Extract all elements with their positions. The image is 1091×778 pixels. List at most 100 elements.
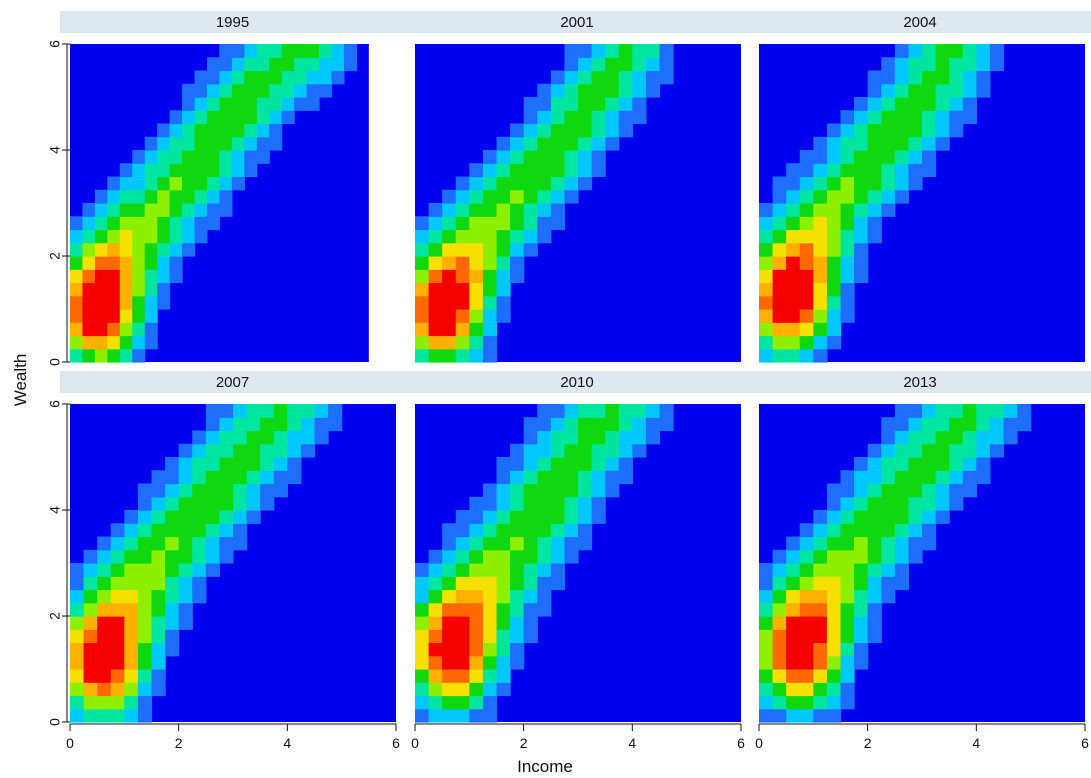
contour-cell bbox=[564, 549, 579, 564]
contour-cell bbox=[428, 242, 443, 257]
contour-cell bbox=[949, 457, 964, 471]
contour-cell bbox=[989, 417, 1005, 432]
contour-cell bbox=[306, 44, 320, 58]
contour-cell bbox=[949, 470, 964, 485]
contour-cell bbox=[132, 309, 146, 323]
contour-cell bbox=[244, 83, 258, 98]
contour-cell bbox=[578, 404, 593, 418]
contour-cell bbox=[881, 563, 896, 577]
contour-cell bbox=[537, 136, 552, 151]
contour-cell bbox=[922, 430, 937, 445]
contour-cell bbox=[319, 83, 333, 98]
contour-cell bbox=[482, 536, 498, 551]
contour-cell bbox=[962, 57, 977, 72]
contour-cell bbox=[219, 404, 234, 418]
contour-cell bbox=[510, 216, 525, 231]
contour-cell bbox=[759, 629, 774, 644]
contour-cell bbox=[124, 695, 139, 710]
contour-cell bbox=[826, 549, 842, 564]
contour-cell bbox=[799, 708, 814, 723]
x-tick-label: 6 bbox=[392, 735, 400, 751]
contour-cell bbox=[231, 176, 245, 191]
contour-cell bbox=[537, 576, 552, 591]
contour-cell bbox=[97, 563, 112, 577]
contour-cell bbox=[205, 563, 221, 577]
contour-cell bbox=[205, 549, 221, 564]
contour-cell bbox=[194, 163, 208, 178]
contour-cell bbox=[107, 322, 121, 337]
contour-cell bbox=[244, 150, 258, 164]
contour-cell bbox=[786, 309, 801, 323]
contour-cell bbox=[97, 655, 112, 670]
contour-cell bbox=[799, 629, 814, 644]
contour-cell bbox=[246, 417, 261, 432]
contour-cell bbox=[578, 70, 593, 85]
contour-cell bbox=[482, 242, 498, 257]
contour-cell bbox=[867, 563, 882, 577]
contour-cell bbox=[192, 443, 207, 458]
contour-cell bbox=[455, 536, 470, 551]
contour-cell bbox=[537, 563, 552, 577]
contour-cell bbox=[94, 309, 108, 323]
contour-cell bbox=[482, 708, 498, 723]
contour-cell bbox=[244, 70, 258, 85]
contour-cell bbox=[840, 496, 855, 511]
contour-cell bbox=[428, 229, 443, 244]
contour-cell bbox=[244, 44, 258, 58]
contour-cell bbox=[867, 443, 882, 458]
contour-cell bbox=[415, 589, 430, 604]
contour-cell bbox=[908, 549, 923, 564]
contour-cell bbox=[469, 576, 484, 591]
contour-cell bbox=[82, 322, 96, 337]
y-tick-label: 4 bbox=[47, 146, 63, 154]
contour-cell bbox=[854, 136, 869, 151]
contour-cell bbox=[922, 523, 937, 538]
contour-cell bbox=[219, 523, 234, 538]
contour-cell bbox=[578, 57, 593, 72]
contour-cell bbox=[455, 269, 470, 284]
contour-cell bbox=[591, 110, 606, 125]
contour-cell bbox=[455, 563, 470, 577]
contour-cell bbox=[786, 602, 801, 617]
contour-cell bbox=[867, 523, 882, 538]
contour-cell bbox=[786, 642, 801, 657]
contour-cell bbox=[908, 536, 923, 551]
contour-cell bbox=[591, 404, 606, 418]
contour-cell bbox=[881, 57, 896, 72]
contour-cell bbox=[455, 510, 470, 524]
panel-strip bbox=[749, 11, 1091, 33]
contour-cell bbox=[219, 83, 233, 98]
contour-cell bbox=[231, 83, 245, 98]
contour-cell bbox=[813, 549, 828, 564]
contour-cell bbox=[894, 483, 910, 498]
contour-cell bbox=[182, 83, 196, 98]
contour-cell bbox=[618, 417, 633, 432]
contour-cell bbox=[496, 602, 511, 617]
contour-cell bbox=[428, 563, 443, 577]
contour-cell bbox=[772, 576, 787, 591]
contour-cell bbox=[772, 282, 787, 297]
contour-cell bbox=[537, 443, 552, 458]
contour-cell bbox=[922, 404, 937, 418]
contour-cell bbox=[119, 216, 133, 231]
contour-cell bbox=[82, 269, 96, 284]
contour-cell bbox=[591, 496, 606, 511]
contour-cell bbox=[442, 549, 457, 564]
contour-cell bbox=[137, 576, 153, 591]
contour-cell bbox=[482, 655, 498, 670]
contour-cell bbox=[165, 510, 180, 524]
contour-cell bbox=[455, 576, 470, 591]
contour-cell bbox=[550, 563, 566, 577]
contour-cell bbox=[455, 242, 470, 257]
contour-cell bbox=[840, 602, 855, 617]
contour-cell bbox=[157, 189, 171, 204]
contour-cell bbox=[137, 695, 153, 710]
contour-cell bbox=[83, 576, 98, 591]
contour-cell bbox=[786, 708, 801, 723]
contour-cell bbox=[169, 216, 183, 231]
contour-cell bbox=[949, 83, 964, 98]
contour-cell bbox=[482, 295, 498, 310]
contour-cell bbox=[632, 83, 647, 98]
contour-cell bbox=[110, 523, 125, 538]
contour-cell bbox=[206, 136, 221, 151]
